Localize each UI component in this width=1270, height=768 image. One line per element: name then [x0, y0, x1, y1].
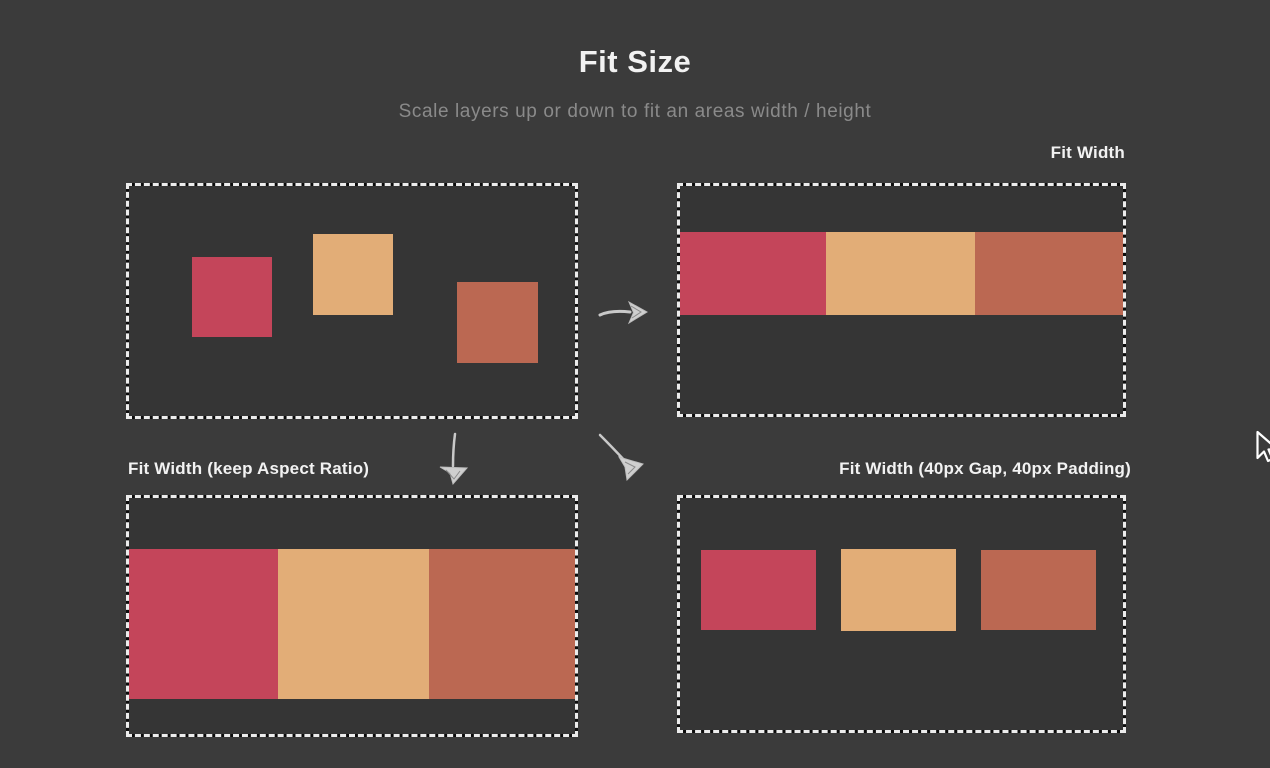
- source-layer-orange: [457, 282, 538, 363]
- page-subtitle: Scale layers up or down to fit an areas …: [398, 101, 872, 122]
- fit-width-area-inner: [680, 186, 1123, 414]
- source-layer-red: [192, 257, 272, 337]
- fit-width-aspect-area: [126, 495, 578, 737]
- fit-width-layer-tan: [826, 232, 975, 315]
- fit-width-padded-label: Fit Width (40px Gap, 40px Padding): [839, 459, 1131, 478]
- fit-width-layer-orange: [975, 232, 1123, 315]
- fit-width-aspect-layer-red: [129, 549, 279, 699]
- fit-width-aspect-layer-orange: [428, 549, 575, 699]
- fit-width-layer-red: [680, 232, 826, 315]
- arrow-down-right-icon: [598, 433, 644, 482]
- fit-width-padded-layer-tan: [841, 549, 956, 631]
- fit-width-padded-area-inner: [680, 498, 1123, 730]
- arrow-right-icon: [598, 300, 648, 325]
- fit-width-padded-layer-red: [701, 550, 816, 630]
- fit-width-label: Fit Width: [1050, 143, 1125, 162]
- source-area: [126, 183, 578, 419]
- fit-width-padded-area: [677, 495, 1126, 733]
- source-layer-tan: [313, 234, 393, 315]
- source-area-inner: [129, 186, 575, 416]
- arrow-down-icon: [439, 432, 469, 486]
- fit-width-aspect-area-inner: [129, 498, 575, 734]
- page-title: Fit Size: [578, 44, 692, 79]
- fit-width-aspect-layer-tan: [278, 549, 429, 699]
- mouse-pointer-icon: [1256, 430, 1270, 463]
- fit-width-aspect-label: Fit Width (keep Aspect Ratio): [128, 459, 370, 478]
- fit-width-padded-layer-orange: [981, 550, 1096, 630]
- fit-width-area: [677, 183, 1126, 417]
